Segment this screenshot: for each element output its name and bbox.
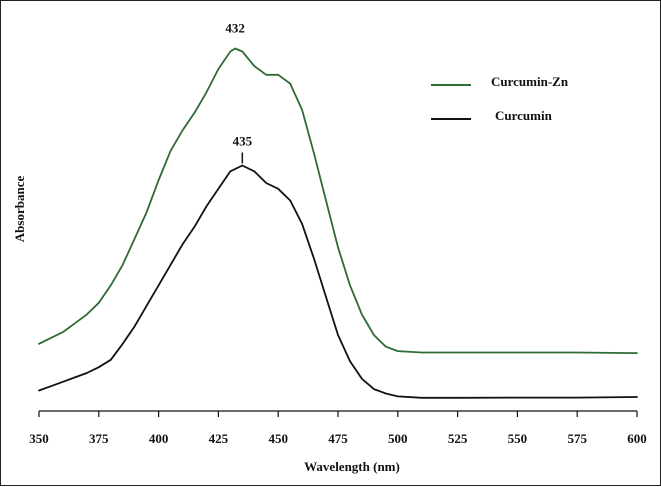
x-tick-label: 350 bbox=[29, 431, 49, 446]
x-tick-label: 400 bbox=[149, 431, 169, 446]
x-axis-title: Wavelength (nm) bbox=[304, 459, 400, 474]
legend-label-curcumin-zn: Curcumin-Zn bbox=[491, 74, 569, 89]
x-tick-label: 525 bbox=[448, 431, 468, 446]
x-tick-label: 500 bbox=[388, 431, 408, 446]
x-tick-label: 375 bbox=[89, 431, 109, 446]
x-tick-label: 425 bbox=[209, 431, 229, 446]
series-line-curcumin-zn bbox=[38, 47, 638, 354]
x-tick-label: 475 bbox=[328, 431, 348, 446]
peak-label-curcumin: 435 bbox=[233, 133, 253, 148]
peak-label-curcumin-zn: 432 bbox=[225, 21, 245, 36]
series-line-curcumin bbox=[38, 164, 638, 399]
x-tick-label: 600 bbox=[627, 431, 647, 446]
x-tick-label: 450 bbox=[268, 431, 288, 446]
x-tick-label: 550 bbox=[508, 431, 528, 446]
x-tick-label: 575 bbox=[567, 431, 587, 446]
y-axis-title: Absorbance bbox=[12, 176, 27, 243]
legend-label-curcumin: Curcumin bbox=[495, 108, 553, 123]
